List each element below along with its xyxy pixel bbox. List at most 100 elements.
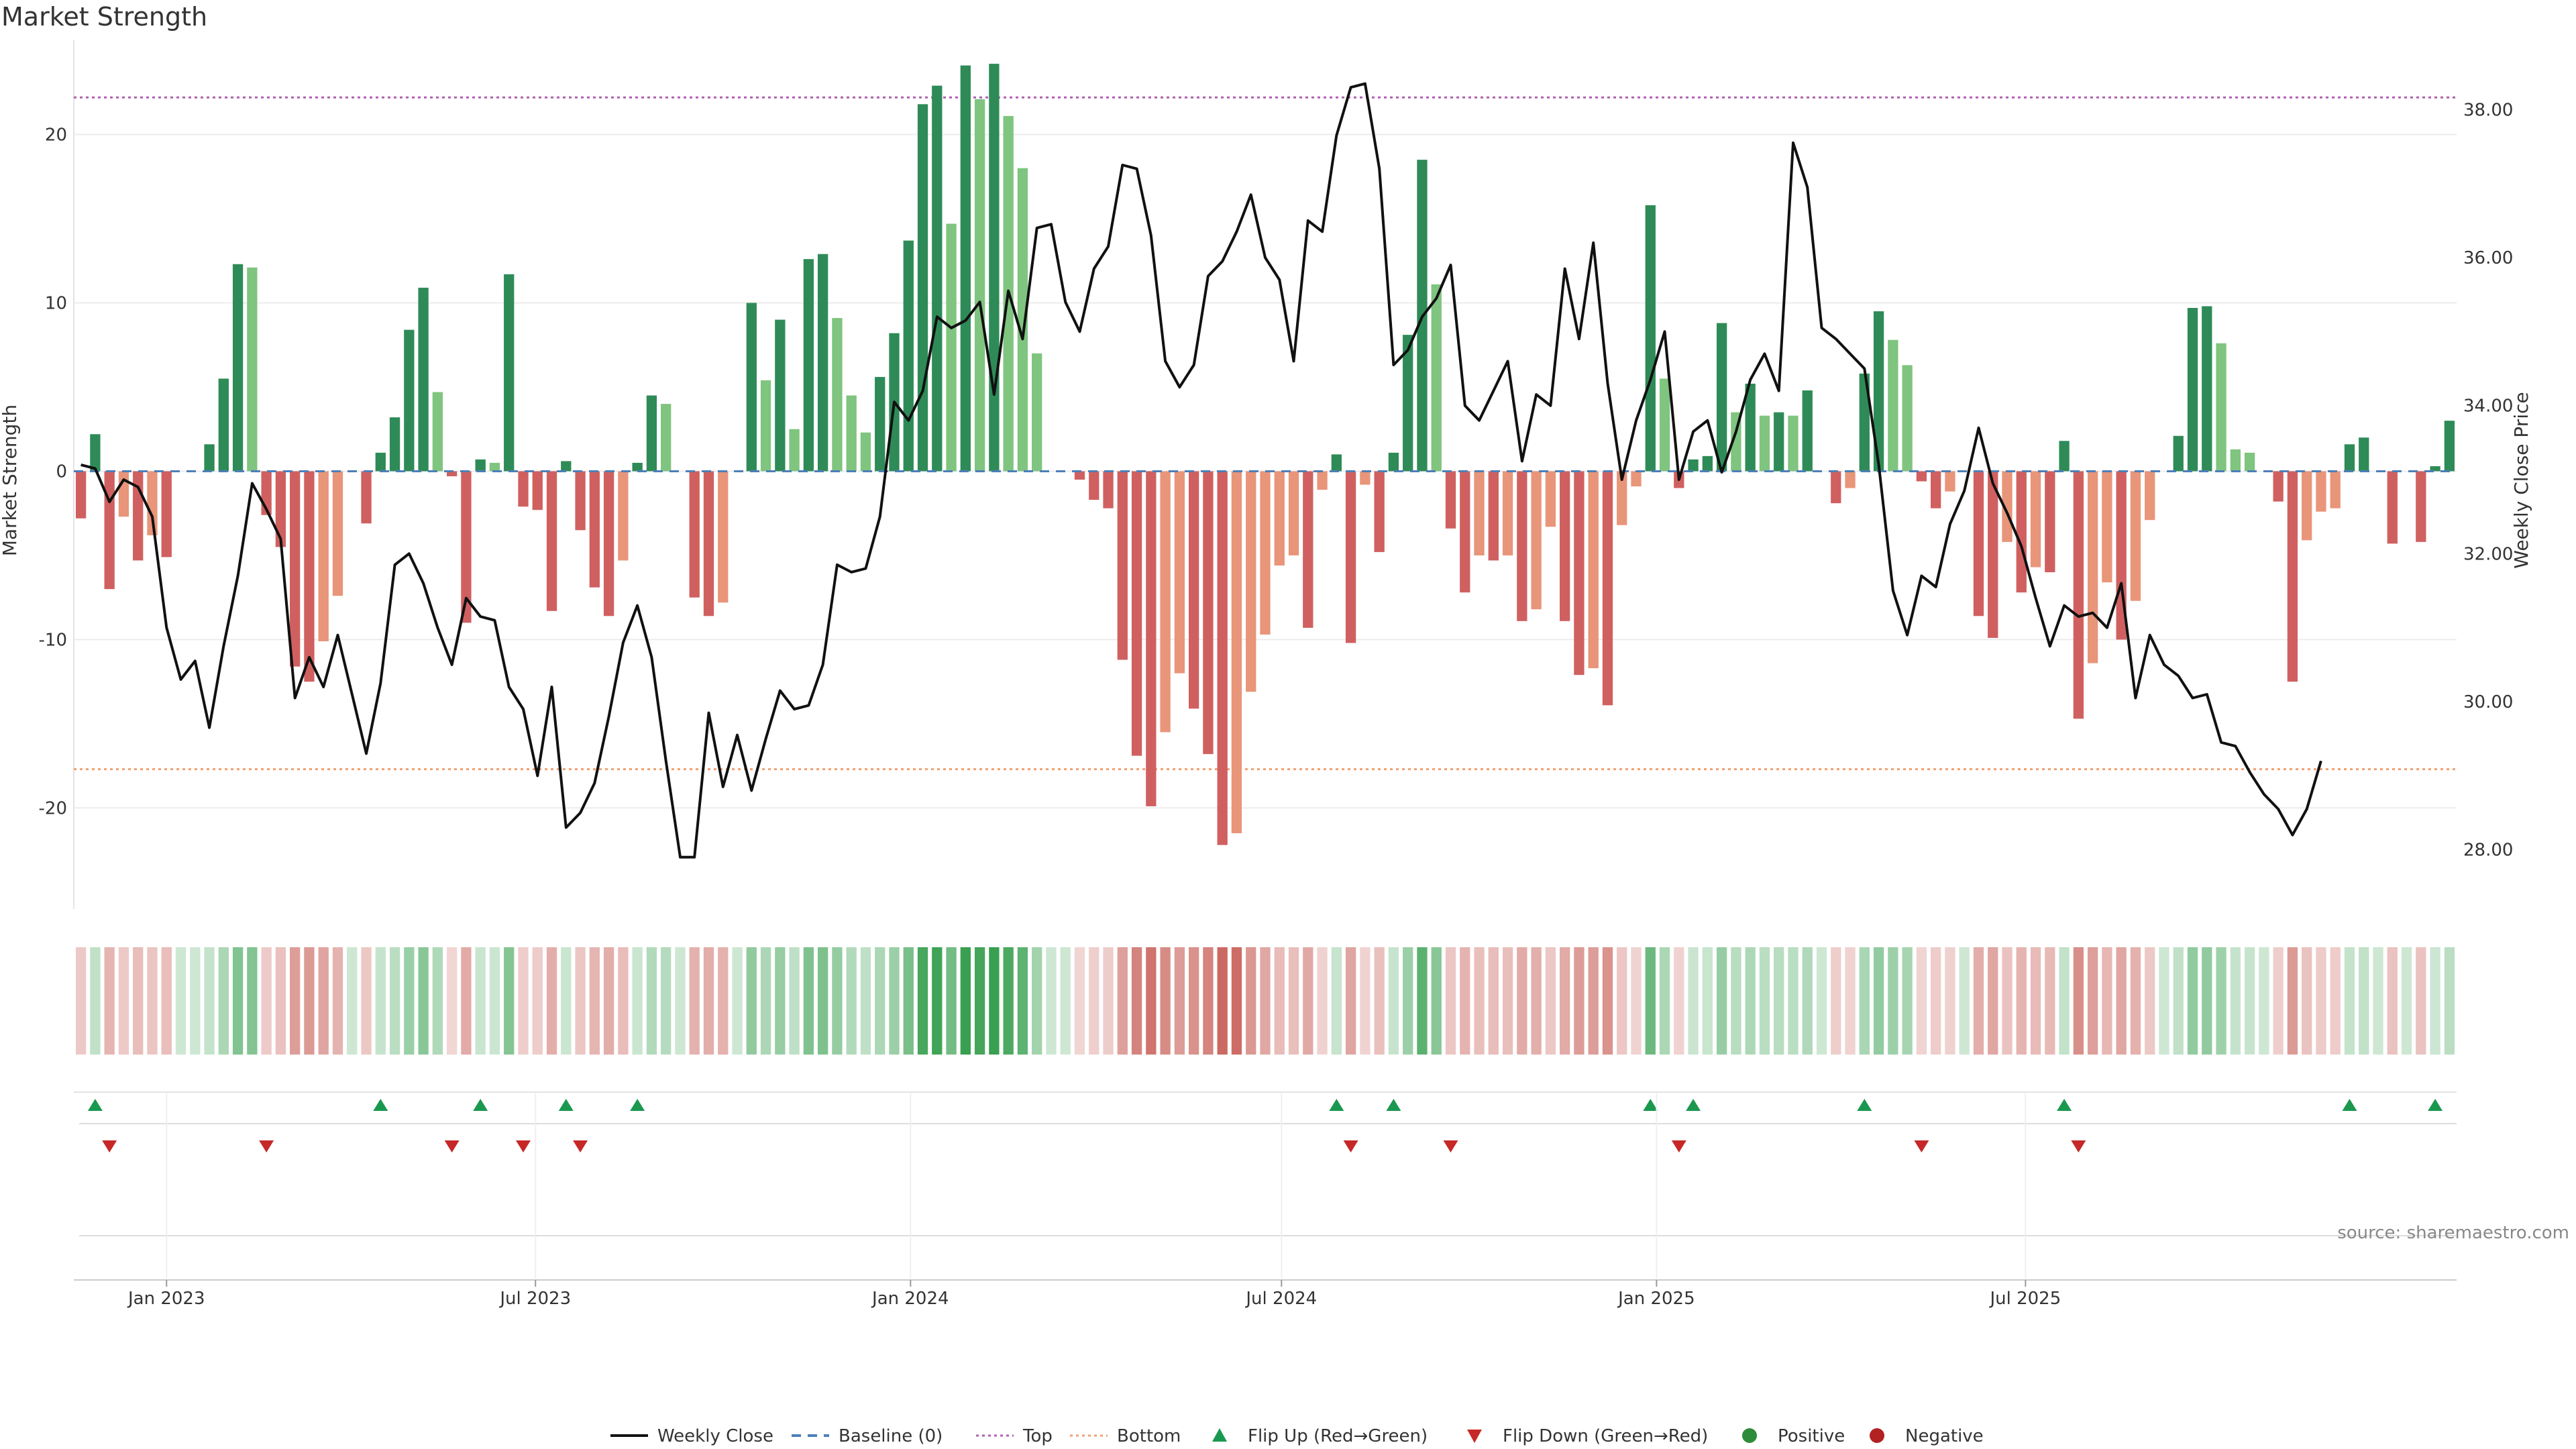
legend-item: Bottom xyxy=(1070,1426,1181,1446)
flip-down-marker xyxy=(1914,1140,1929,1152)
heat-cell xyxy=(489,947,500,1055)
heat-cell xyxy=(418,947,429,1055)
heat-cell xyxy=(1902,947,1913,1055)
strength-bar xyxy=(1074,471,1085,480)
heat-cell xyxy=(760,947,771,1055)
heat-cell xyxy=(1688,947,1699,1055)
heat-cell xyxy=(1859,947,1870,1055)
strength-bar xyxy=(1774,412,1784,472)
heat-cell xyxy=(1602,947,1613,1055)
strength-bar xyxy=(2073,471,2084,719)
flip-up-marker xyxy=(1329,1099,1344,1111)
strength-bar xyxy=(2287,471,2298,682)
heat-cell xyxy=(2073,947,2084,1055)
heat-cell xyxy=(1873,947,1884,1055)
heat-cell xyxy=(960,947,971,1055)
strength-bar xyxy=(789,429,800,472)
legend-item: Positive xyxy=(1742,1426,1845,1446)
heat-cell xyxy=(104,947,115,1055)
strength-bar xyxy=(1403,335,1413,472)
heat-cell xyxy=(2244,947,2255,1055)
heat-cell xyxy=(2359,947,2369,1055)
strength-bar xyxy=(504,274,515,472)
strength-bar xyxy=(832,318,843,472)
heat-cell xyxy=(1731,947,1741,1055)
strength-bar xyxy=(1089,471,1099,500)
y-tick-label: 10 xyxy=(45,293,67,313)
heat-cell xyxy=(603,947,614,1055)
flip-up-marker xyxy=(558,1099,574,1111)
heat-cell xyxy=(718,947,729,1055)
strength-bar xyxy=(2087,471,2098,663)
strength-bar xyxy=(1716,323,1727,472)
strength-bar xyxy=(1474,471,1485,555)
heat-cell xyxy=(1060,947,1071,1055)
heat-cell xyxy=(1674,947,1684,1055)
strength-bar xyxy=(603,471,614,616)
strength-bar xyxy=(1260,471,1271,635)
heat-cell xyxy=(2116,947,2127,1055)
heat-cell xyxy=(689,947,700,1055)
strength-bar xyxy=(2130,471,2141,601)
flip-down-marker xyxy=(1343,1140,1358,1152)
heat-cell xyxy=(1431,947,1442,1055)
heat-cell xyxy=(989,947,1000,1055)
strength-bar xyxy=(147,471,158,535)
heat-cell xyxy=(917,947,928,1055)
heat-cell xyxy=(1645,947,1656,1055)
y2-tick-label: 30.00 xyxy=(2463,692,2513,712)
heat-cell xyxy=(2002,947,2012,1055)
strength-bar xyxy=(2016,471,2027,593)
strength-bar xyxy=(1174,471,1185,674)
x-tick-label: Jul 2023 xyxy=(498,1289,571,1309)
heat-cell xyxy=(1588,947,1599,1055)
strength-bar xyxy=(2030,471,2041,568)
heat-cell xyxy=(1374,947,1385,1055)
heat-cell xyxy=(2373,947,2383,1055)
strength-bar xyxy=(1160,471,1171,733)
legend-label: Negative xyxy=(1905,1426,1984,1446)
heat-cell xyxy=(1231,947,1242,1055)
heat-cell xyxy=(1702,947,1713,1055)
strength-bar xyxy=(461,471,472,623)
legend-label: Top xyxy=(1022,1426,1053,1446)
strength-bar xyxy=(1017,168,1028,472)
strength-bar xyxy=(446,471,458,476)
heat-cell xyxy=(1445,947,1456,1055)
strength-bar xyxy=(561,461,572,472)
flip-up-marker xyxy=(373,1099,388,1111)
legend-item: Flip Up (Red→Green) xyxy=(1212,1426,1428,1446)
heat-cell xyxy=(589,947,600,1055)
heat-cell xyxy=(1531,947,1542,1055)
heat-cell xyxy=(1574,947,1585,1055)
strength-bar xyxy=(1345,471,1356,643)
heat-cell xyxy=(1246,947,1256,1055)
strength-bar xyxy=(1973,471,1984,616)
flip-up-marker xyxy=(2428,1099,2443,1111)
heat-cell xyxy=(2173,947,2184,1055)
heat-cell xyxy=(175,947,186,1055)
heat-cell xyxy=(90,947,101,1055)
strength-bar xyxy=(1702,455,1713,472)
strength-bar xyxy=(1431,284,1442,472)
heat-cell xyxy=(1074,947,1085,1055)
y-axis-label: Market Strength xyxy=(0,405,21,556)
heat-cell xyxy=(1659,947,1670,1055)
strength-bar xyxy=(1831,471,1841,504)
strength-bar xyxy=(1788,415,1799,472)
strength-bar xyxy=(104,471,115,590)
heat-cell xyxy=(2030,947,2041,1055)
strength-bar xyxy=(1617,471,1627,525)
strength-bar xyxy=(275,471,286,547)
strength-bar xyxy=(518,471,529,507)
strength-bar xyxy=(1288,471,1299,555)
heat-cell xyxy=(1388,947,1399,1055)
heat-cell xyxy=(1317,947,1328,1055)
heat-cell xyxy=(889,947,900,1055)
heat-cell xyxy=(675,947,686,1055)
strength-bar xyxy=(989,64,1000,472)
heat-cell xyxy=(2302,947,2312,1055)
flip-down-marker xyxy=(515,1140,531,1152)
x-axis: Jan 2023 Jul 2023 Jan 2024 Jul 2024 Jan 2025… xyxy=(74,1093,2457,1309)
strength-bar xyxy=(546,471,557,611)
